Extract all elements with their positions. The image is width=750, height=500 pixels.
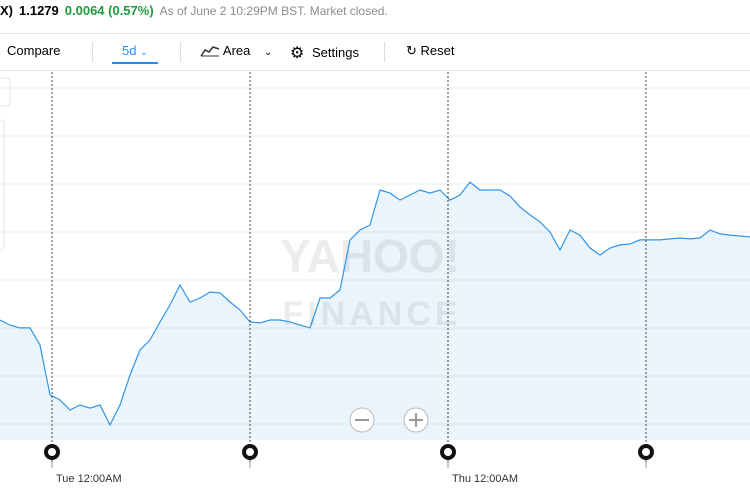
change: 0.0064 (0.57%) [64, 3, 154, 18]
watermark: FINANCE [282, 295, 461, 333]
range-label: 5d [122, 43, 137, 58]
event-marker-inner [642, 448, 650, 456]
panel-edge [0, 119, 5, 251]
separator [384, 42, 385, 62]
reset-label: Reset [420, 43, 455, 58]
compare-button[interactable]: Compare [7, 43, 61, 58]
price: 1.1279 [19, 3, 59, 18]
quote-header: X) 1.1279 0.0064 (0.57%) As of June 2 10:29… [0, 3, 394, 18]
x-tick-label: Thu 12:00AM [452, 473, 518, 485]
event-marker-inner [444, 448, 452, 456]
toolbar: Compare 5d ⌄ Area ⌄ ⚙ Settings ↻ Reset [0, 33, 750, 71]
chart-type-button[interactable]: Area ⌄ [200, 43, 272, 58]
grid [0, 87, 750, 425]
settings-button[interactable]: ⚙ Settings [290, 45, 359, 62]
area-fill [0, 182, 750, 440]
panel-edge [0, 77, 11, 107]
zoom-controls [349, 407, 429, 433]
area-icon [200, 46, 220, 57]
symbol: X) [0, 3, 13, 18]
as-of: As of June 2 10:29PM BST. Market closed. [159, 4, 388, 18]
chart-type-label: Area [222, 43, 251, 58]
reset-button[interactable]: ↻ Reset [406, 43, 455, 58]
price-line [0, 181, 750, 427]
event-marker-inner [246, 448, 254, 456]
x-tick-label: Tue 12:00AM [56, 473, 122, 485]
range-button[interactable]: 5d ⌄ [112, 43, 158, 64]
separator [180, 42, 181, 62]
watermark: YAHOO! [280, 230, 460, 282]
separator [92, 42, 93, 62]
event-marker-inner [48, 448, 56, 456]
settings-label: Settings [311, 45, 359, 60]
